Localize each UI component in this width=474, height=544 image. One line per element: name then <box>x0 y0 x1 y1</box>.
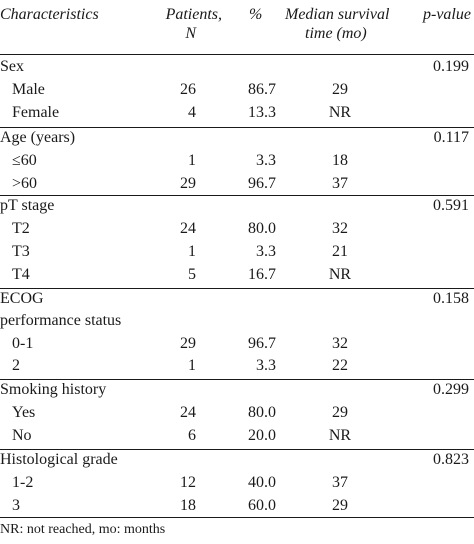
row-group-label: performance status <box>0 312 122 329</box>
percent-value: 20.0 <box>248 427 276 444</box>
row-sublabel: 3 <box>12 497 20 514</box>
patients-count: 29 <box>180 175 196 192</box>
patients-count: 5 <box>188 266 196 283</box>
table-footnote: NR: not reached, mo: months <box>0 522 166 537</box>
header-pvalue: p-value <box>423 6 471 23</box>
group-divider <box>0 127 474 128</box>
bottom-rule <box>0 517 474 518</box>
header-patients-line2: N <box>185 25 196 42</box>
percent-value: 40.0 <box>248 474 276 491</box>
row-group-label: Histological grade <box>0 451 118 468</box>
patients-count: 6 <box>188 427 196 444</box>
patients-count: 18 <box>180 497 196 514</box>
median-survival: NR <box>328 266 352 283</box>
median-survival: 37 <box>332 175 348 192</box>
group-divider <box>0 195 474 196</box>
patients-count: 1 <box>188 243 196 260</box>
percent-value: 3.3 <box>256 243 276 260</box>
median-survival: 21 <box>332 243 348 260</box>
header-percent: % <box>249 6 263 23</box>
row-group-label: Sex <box>0 58 24 75</box>
percent-value: 96.7 <box>248 175 276 192</box>
header-median-line2: time (mo) <box>305 25 367 42</box>
row-sublabel: 1-2 <box>12 474 34 491</box>
row-group-label: pT stage <box>0 197 55 214</box>
p-value: 0.823 <box>433 451 469 468</box>
median-survival: 29 <box>332 404 348 421</box>
row-sublabel: ≤60 <box>12 152 37 169</box>
row-sublabel: T4 <box>12 266 30 283</box>
percent-value: 3.3 <box>256 357 276 374</box>
row-group-label: Smoking history <box>0 381 107 398</box>
median-survival: 29 <box>332 497 348 514</box>
row-sublabel: Male <box>12 81 45 98</box>
patients-count: 4 <box>188 104 196 121</box>
group-divider <box>0 379 474 380</box>
row-group-label: Age (years) <box>0 129 76 146</box>
median-survival: 37 <box>332 474 348 491</box>
median-survival: 22 <box>332 357 348 374</box>
group-divider <box>0 449 474 450</box>
p-value: 0.299 <box>433 381 469 398</box>
patients-count: 29 <box>180 335 196 352</box>
row-sublabel: T2 <box>12 220 30 237</box>
percent-value: 3.3 <box>256 152 276 169</box>
row-sublabel: Female <box>12 104 60 121</box>
row-sublabel: 0-1 <box>12 335 34 352</box>
patients-count: 1 <box>188 357 196 374</box>
median-survival: 32 <box>332 220 348 237</box>
header-rule <box>0 54 474 55</box>
p-value: 0.158 <box>433 290 469 307</box>
header-median-line1: Median survival <box>285 6 390 23</box>
header-characteristics: Characteristics <box>0 6 99 23</box>
patients-count: 24 <box>180 220 196 237</box>
p-value: 0.117 <box>433 129 469 146</box>
percent-value: 80.0 <box>248 220 276 237</box>
patients-count: 26 <box>180 81 196 98</box>
p-value: 0.591 <box>433 197 469 214</box>
percent-value: 13.3 <box>248 104 276 121</box>
median-survival: 18 <box>332 152 348 169</box>
row-sublabel: >60 <box>12 175 38 192</box>
group-divider <box>0 288 474 289</box>
row-sublabel: Yes <box>12 404 36 421</box>
row-sublabel: 2 <box>12 357 20 374</box>
median-survival: 29 <box>332 81 348 98</box>
patients-count: 12 <box>180 474 196 491</box>
percent-value: 60.0 <box>248 497 276 514</box>
row-sublabel: No <box>12 427 32 444</box>
row-sublabel: T3 <box>12 243 30 260</box>
patients-count: 24 <box>180 404 196 421</box>
percent-value: 86.7 <box>248 81 276 98</box>
median-survival: 32 <box>332 335 348 352</box>
p-value: 0.199 <box>433 58 469 75</box>
median-survival: NR <box>328 104 352 121</box>
percent-value: 16.7 <box>248 266 276 283</box>
patients-count: 1 <box>188 152 196 169</box>
median-survival: NR <box>328 427 352 444</box>
header-patients-line1: Patients, <box>165 6 222 23</box>
row-group-label: ECOG <box>0 290 44 307</box>
percent-value: 80.0 <box>248 404 276 421</box>
percent-value: 96.7 <box>248 335 276 352</box>
